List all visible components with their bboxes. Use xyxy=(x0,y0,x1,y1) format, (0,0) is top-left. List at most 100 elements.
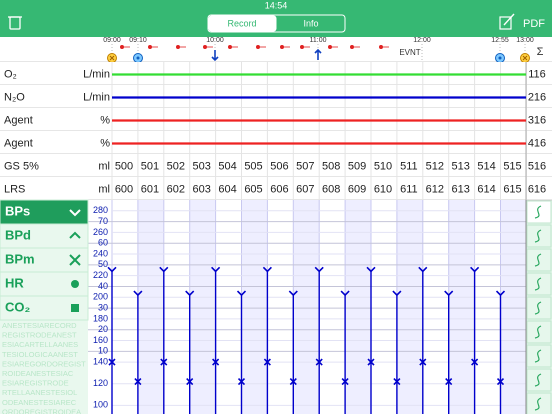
event-icon[interactable] xyxy=(203,45,207,49)
bpm-marker[interactable] xyxy=(393,378,401,386)
row-value[interactable]: 505 xyxy=(244,160,262,172)
right-tool[interactable] xyxy=(526,392,552,414)
bpm-marker[interactable] xyxy=(496,378,505,386)
row-value[interactable]: 511 xyxy=(400,160,418,172)
right-tool[interactable] xyxy=(526,368,552,392)
right-tool[interactable] xyxy=(526,248,552,272)
row-value[interactable]: 503 xyxy=(193,160,211,172)
event-icon[interactable] xyxy=(256,45,260,49)
row-value[interactable]: 508 xyxy=(322,160,340,172)
row-label: Agent xyxy=(4,114,33,126)
row-value[interactable]: 611 xyxy=(400,183,418,195)
row-value[interactable]: 606 xyxy=(270,183,288,195)
row-value[interactable]: 603 xyxy=(193,183,211,195)
y2-tick-label: 60 xyxy=(98,238,108,248)
row-value[interactable]: 502 xyxy=(167,160,185,172)
right-tool[interactable] xyxy=(526,224,552,248)
bps-marker[interactable] xyxy=(236,290,247,297)
tab-info[interactable]: Info xyxy=(303,18,318,28)
right-tool[interactable] xyxy=(526,200,552,224)
event-icon[interactable] xyxy=(120,45,124,49)
event-icon[interactable] xyxy=(280,45,284,49)
bpm-marker[interactable] xyxy=(341,378,349,386)
row-value[interactable]: 513 xyxy=(452,160,470,172)
row-value[interactable]: 612 xyxy=(426,183,444,195)
y2-tick-label: 10 xyxy=(98,346,108,356)
right-tool[interactable] xyxy=(526,320,552,344)
bps-marker[interactable] xyxy=(444,290,454,297)
event-icon[interactable] xyxy=(350,45,354,49)
row-value[interactable]: 506 xyxy=(270,160,288,172)
row-value[interactable]: 515 xyxy=(503,160,521,172)
row-value[interactable]: 509 xyxy=(348,160,366,172)
bpm-marker[interactable] xyxy=(367,358,375,366)
vital-button[interactable] xyxy=(0,247,89,273)
event-icon[interactable] xyxy=(379,45,383,49)
tab-record-bg[interactable] xyxy=(208,15,277,32)
row-value[interactable]: 613 xyxy=(452,183,470,195)
tab-record[interactable]: Record xyxy=(227,18,256,28)
bpm-marker[interactable] xyxy=(315,358,323,366)
row-unit: % xyxy=(100,114,110,126)
event-icon[interactable] xyxy=(228,45,232,49)
vital-icon xyxy=(71,280,79,288)
row-value[interactable]: 507 xyxy=(296,160,314,172)
bpm-marker[interactable] xyxy=(237,378,246,386)
bps-marker[interactable] xyxy=(185,290,195,297)
bpm-marker[interactable] xyxy=(445,378,453,386)
row-value[interactable]: 615 xyxy=(503,183,521,195)
bps-marker[interactable] xyxy=(211,266,221,273)
row-value[interactable]: 605 xyxy=(244,183,262,195)
bpm-marker[interactable] xyxy=(471,358,479,366)
right-tool[interactable] xyxy=(526,344,552,368)
row-value[interactable]: 607 xyxy=(296,183,314,195)
bpm-marker[interactable] xyxy=(263,358,271,366)
bps-marker[interactable] xyxy=(288,290,298,297)
bps-marker[interactable] xyxy=(495,290,506,297)
event-icon[interactable] xyxy=(300,45,304,49)
event-icon[interactable] xyxy=(148,45,152,49)
trash-button[interactable] xyxy=(8,16,22,30)
row-value[interactable]: 604 xyxy=(218,183,236,195)
bpm-marker[interactable] xyxy=(289,378,297,386)
bps-marker[interactable] xyxy=(262,266,272,273)
row-value[interactable]: 500 xyxy=(115,160,133,172)
bps-marker[interactable] xyxy=(418,266,428,273)
bps-marker[interactable] xyxy=(159,266,169,273)
sum-label: Σ xyxy=(537,46,544,58)
row-value[interactable]: 610 xyxy=(374,183,392,195)
bpm-marker[interactable] xyxy=(186,378,194,386)
right-tool[interactable] xyxy=(526,296,552,320)
bps-marker[interactable] xyxy=(107,266,117,273)
row-value[interactable]: 504 xyxy=(218,160,236,172)
row-value[interactable]: 609 xyxy=(348,183,366,195)
vital-label: HR xyxy=(5,275,24,290)
row-value[interactable]: 510 xyxy=(374,160,392,172)
y-tick-label: 180 xyxy=(93,313,108,323)
bpm-marker[interactable] xyxy=(419,358,427,366)
bpm-marker[interactable] xyxy=(134,378,142,386)
bps-marker[interactable] xyxy=(366,266,376,273)
pdf-button[interactable]: PDF xyxy=(523,18,545,30)
bpm-marker[interactable] xyxy=(160,358,168,366)
event-icon[interactable] xyxy=(328,45,332,49)
edit-button[interactable] xyxy=(499,13,515,30)
row-value[interactable]: 602 xyxy=(167,183,185,195)
row-value[interactable]: 600 xyxy=(115,183,133,195)
row-value[interactable]: 501 xyxy=(141,160,159,172)
watermark-text: ESIACARTELLAANES xyxy=(2,340,78,349)
bps-marker[interactable] xyxy=(133,290,143,297)
bpm-marker[interactable] xyxy=(212,358,220,366)
right-tool[interactable] xyxy=(526,272,552,296)
bpm-marker[interactable] xyxy=(108,358,116,366)
event-icon[interactable] xyxy=(176,45,180,49)
bps-marker[interactable] xyxy=(470,266,480,273)
bps-marker[interactable] xyxy=(314,266,324,273)
bps-marker[interactable] xyxy=(392,290,402,297)
row-value[interactable]: 512 xyxy=(426,160,444,172)
bps-marker[interactable] xyxy=(340,290,350,297)
row-value[interactable]: 514 xyxy=(477,160,495,172)
row-value[interactable]: 601 xyxy=(141,183,159,195)
row-value[interactable]: 608 xyxy=(322,183,340,195)
row-value[interactable]: 614 xyxy=(477,183,495,195)
